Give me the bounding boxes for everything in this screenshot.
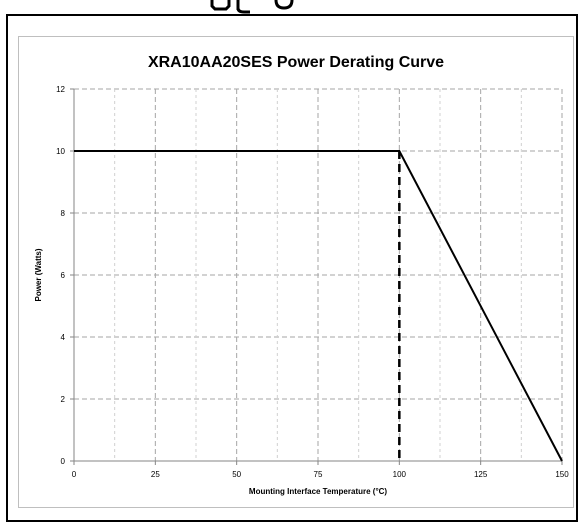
- chart-panel: XRA10AA20SES Power Derating Curve 0 2 4 6 8 1…: [18, 36, 574, 508]
- y-tick-label: 8: [61, 209, 66, 218]
- x-tick-label: 75: [314, 470, 323, 479]
- y-tick-label: 2: [61, 395, 66, 404]
- grid: [74, 88, 563, 461]
- x-tick-label: 25: [151, 470, 160, 479]
- y-tick-label: 4: [61, 333, 66, 342]
- x-tick-label: 0: [72, 470, 77, 479]
- header-strip: [0, 0, 582, 14]
- y-tick-label: 12: [56, 85, 65, 94]
- x-tick-label: 50: [232, 470, 241, 479]
- x-axis-label: Mounting Interface Temperature (°C): [249, 487, 388, 496]
- cropped-heading-fragment: [210, 0, 294, 14]
- x-tick-label: 125: [474, 470, 488, 479]
- y-axis-label: Power (Watts): [34, 248, 43, 301]
- x-tick-label: 100: [393, 470, 407, 479]
- y-tick-label: 10: [56, 147, 65, 156]
- x-tick-label: 150: [555, 470, 569, 479]
- tick-labels: 0 2 4 6 8 10 12 0 25 50 75 100 125 150: [56, 85, 569, 479]
- y-tick-label: 6: [61, 271, 66, 280]
- chart-title: XRA10AA20SES Power Derating Curve: [148, 54, 444, 71]
- y-tick-label: 0: [61, 457, 66, 466]
- derating-chart: XRA10AA20SES Power Derating Curve 0 2 4 6 8 1…: [34, 54, 569, 496]
- axes: [70, 88, 563, 465]
- series-layer: [74, 150, 563, 462]
